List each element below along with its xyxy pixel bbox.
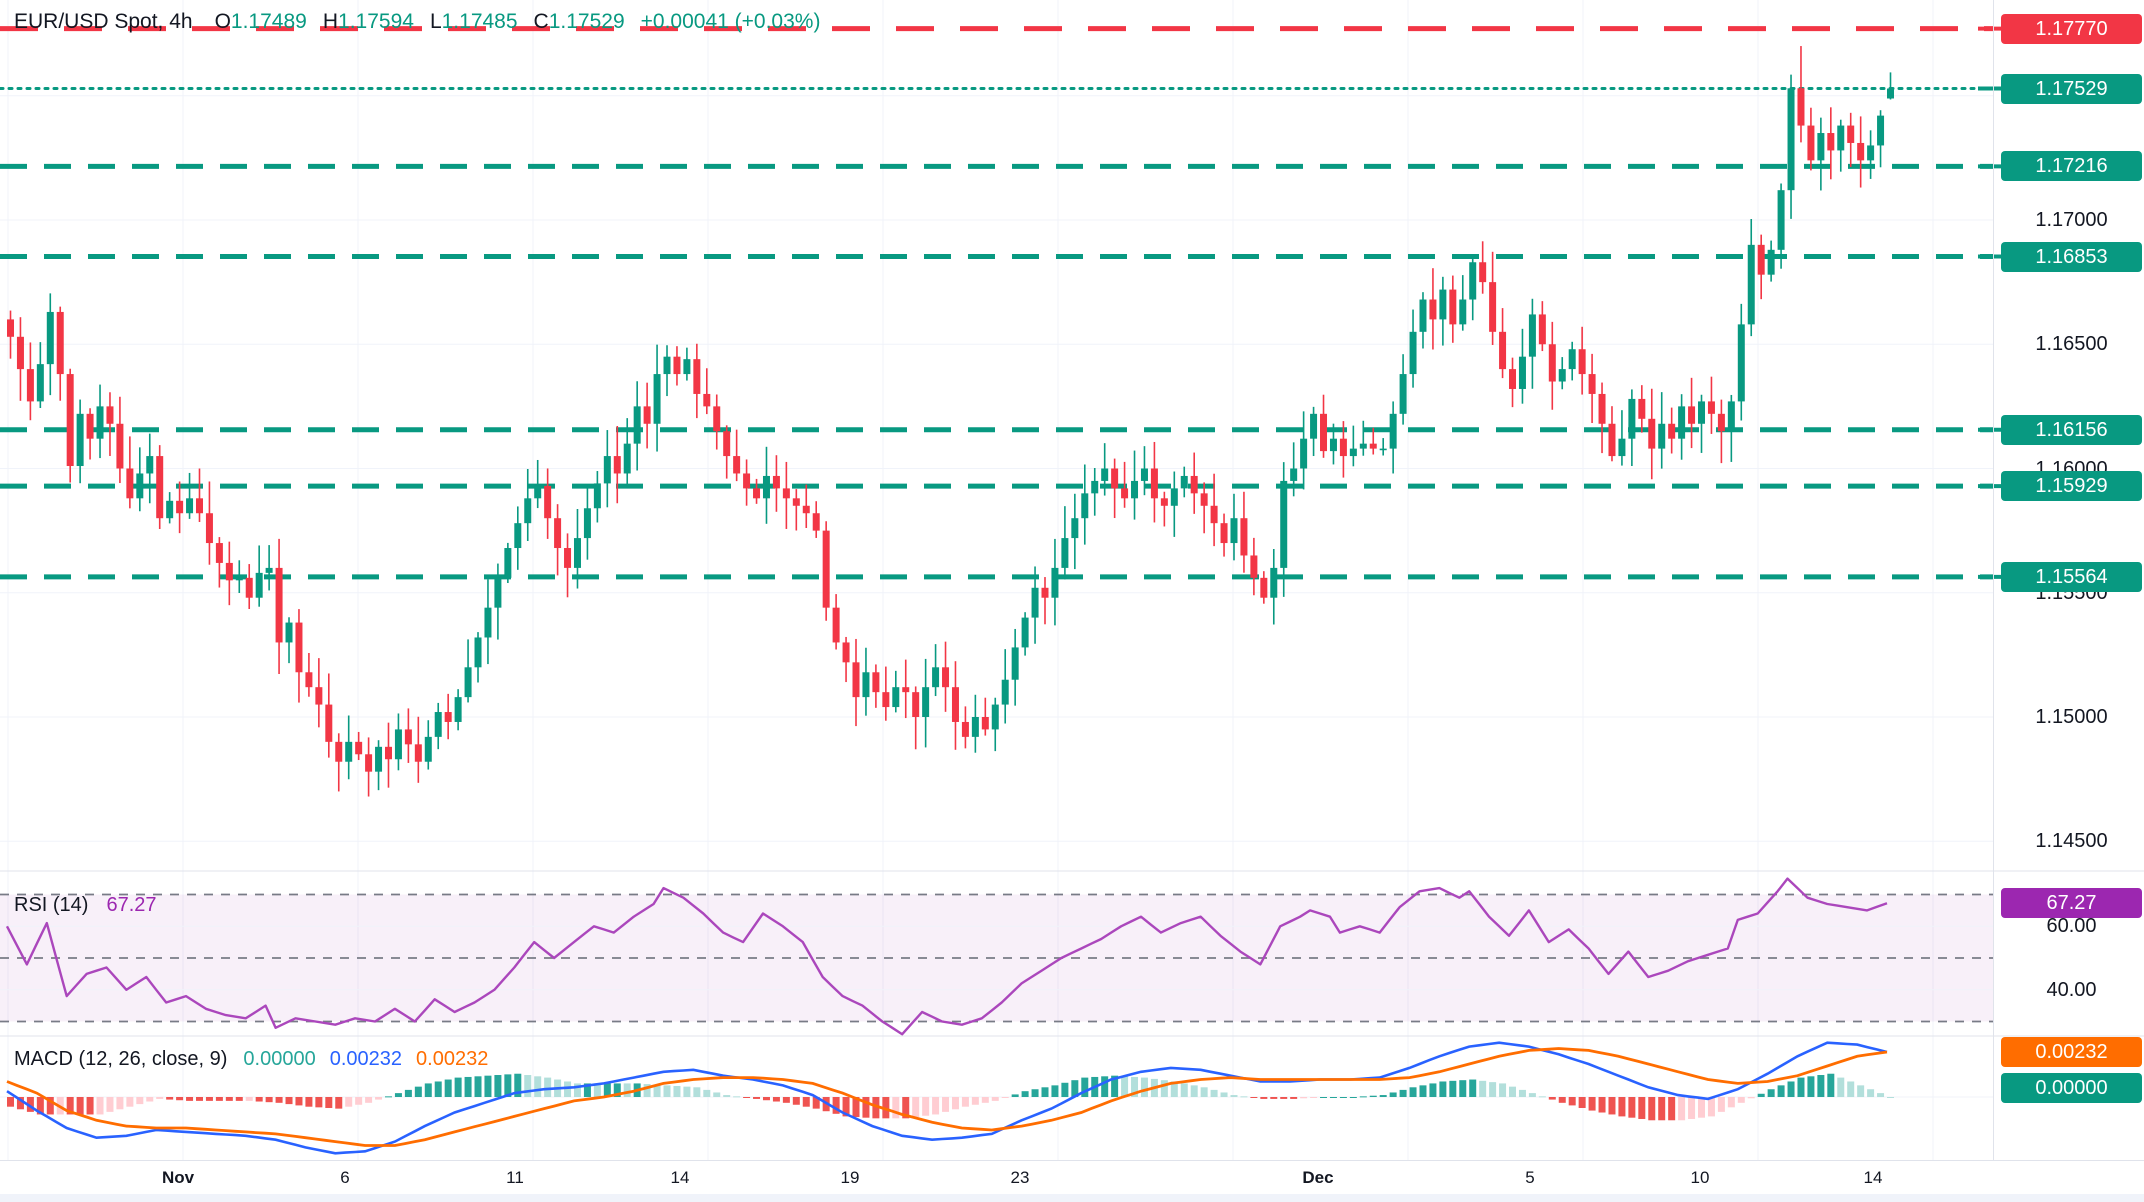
- price-badge: 1.17216: [2001, 151, 2142, 182]
- price-axis[interactable]: [1993, 0, 2144, 1160]
- macd-title[interactable]: MACD (12, 26, close, 9): [14, 1048, 228, 1070]
- close-label: C: [533, 10, 549, 33]
- candlestick-series[interactable]: [7, 46, 1894, 797]
- time-axis-label: 19: [840, 1168, 860, 1187]
- time-axis-label: 14: [1863, 1168, 1883, 1187]
- rsi-badge: 67.27: [2001, 888, 2142, 919]
- time-axis-label: 10: [1690, 1168, 1710, 1187]
- close-value: 1.17529: [548, 10, 625, 33]
- macd-pane[interactable]: [0, 1041, 1993, 1155]
- time-axis-label: Dec: [1302, 1168, 1334, 1187]
- low-value: 1.17485: [441, 10, 518, 33]
- time-axis-label: 11: [506, 1168, 524, 1187]
- price-badge: 1.16156: [2001, 414, 2142, 445]
- level-lines[interactable]: [0, 26, 2002, 580]
- price-badge: 1.17770: [2001, 13, 2142, 44]
- macd-line: [6, 1041, 1888, 1155]
- time-axis-label: 14: [670, 1168, 690, 1187]
- macd-badge: 0.00232: [2001, 1036, 2142, 1067]
- price-tick-label: 1.17000: [2035, 209, 2108, 231]
- rsi-pane[interactable]: [0, 877, 1993, 1036]
- macd-hist-value: 0.00000: [243, 1048, 316, 1070]
- time-axis[interactable]: [0, 1160, 2144, 1202]
- price-badge: 1.15929: [2001, 471, 2142, 502]
- price-tick-label: 1.16500: [2035, 333, 2108, 356]
- price-badge: 1.16853: [2001, 241, 2142, 272]
- rsi-tick-label: 40.00: [2046, 978, 2097, 1001]
- rsi-legend: RSI (14) 67.27: [14, 894, 157, 917]
- rsi-title[interactable]: RSI (14): [14, 894, 89, 916]
- symbol-title[interactable]: EUR/USD Spot, 4h: [14, 10, 193, 33]
- price-badge: 1.15564: [2001, 561, 2142, 592]
- macd-line-value: 0.00232: [329, 1048, 403, 1070]
- time-axis-label: 6: [340, 1168, 350, 1187]
- bottom-strip: [0, 1194, 2144, 1202]
- open-value: 1.17489: [230, 10, 307, 33]
- price-tick-label: 1.15000: [2035, 706, 2108, 728]
- high-label: H: [322, 10, 339, 33]
- rsi-line: [5, 877, 1888, 1036]
- macd-signal-value: 0.00232: [416, 1048, 489, 1070]
- symbol-legend: EUR/USD Spot, 4h O1.17489 H1.17594 L1.17…: [14, 10, 820, 34]
- time-axis-label: Nov: [161, 1168, 195, 1187]
- time-axis-label: 5: [1525, 1168, 1535, 1187]
- vertical-gridlines: [7, 0, 1934, 1160]
- macd-legend: MACD (12, 26, close, 9) 0.00000 0.00232 …: [14, 1048, 502, 1071]
- price-tick-label: 1.14500: [2035, 830, 2108, 853]
- high-value: 1.17594: [338, 10, 414, 33]
- rsi-value: 67.27: [106, 894, 157, 916]
- macd-hist-badge: 0.00000: [2001, 1073, 2142, 1103]
- macd-signal-line: [6, 1047, 1888, 1147]
- price-badge: 1.17529: [2001, 73, 2142, 104]
- low-label: L: [429, 10, 442, 33]
- time-axis-label: 23: [1010, 1168, 1030, 1187]
- open-label: O: [214, 10, 231, 33]
- rsi-tick-label: 60.00: [2046, 915, 2097, 938]
- change-value: +0.00041 (+0.03%): [640, 10, 821, 33]
